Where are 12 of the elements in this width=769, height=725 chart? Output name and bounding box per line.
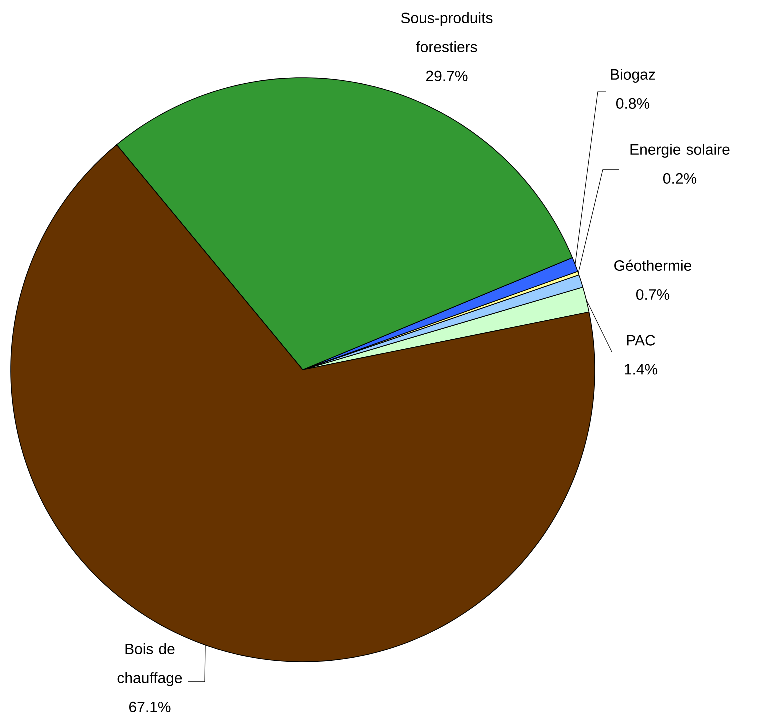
slice-label: Sous-produits forestiers — [401, 12, 493, 52]
data-label: 67.1% — [130, 702, 171, 712]
slice-label: Géothermie — [614, 260, 692, 272]
data-label: 0.8% — [616, 98, 650, 109]
slice-label: PAC — [627, 335, 656, 346]
data-label: 29.7% — [426, 70, 468, 82]
data-label: 1.4% — [625, 364, 658, 375]
slice-label: Bois de chauffage — [118, 643, 182, 686]
data-label: 0.2% — [663, 173, 697, 184]
slice-label: Energie solaire — [630, 144, 730, 158]
slice-label: Biogaz — [611, 68, 656, 83]
data-label: 0.7% — [636, 289, 670, 300]
